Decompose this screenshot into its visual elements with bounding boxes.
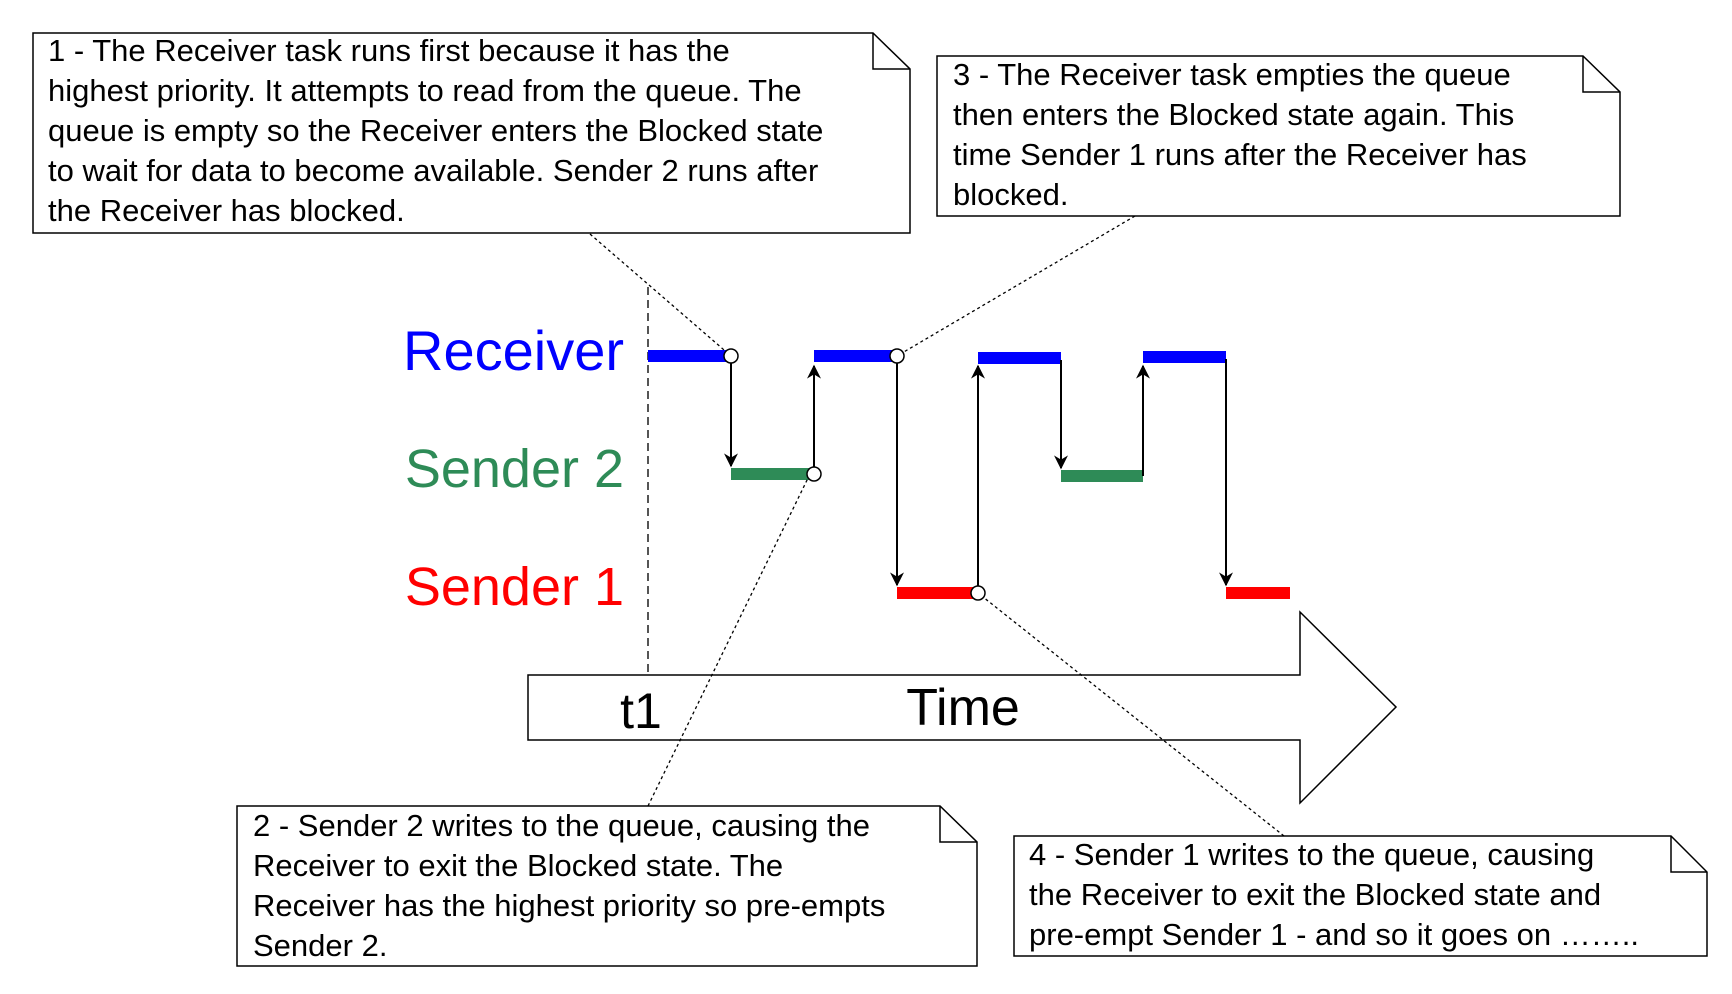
note-1-fold: [872, 33, 910, 70]
note-2-line: Receiver has the highest priority so pre…: [253, 888, 885, 923]
note-4-line: 4 - Sender 1 writes to the queue, causin…: [1029, 837, 1594, 872]
note-2-box: [236, 805, 978, 967]
note-3-line: 3 - The Receiver task empties the queue: [953, 57, 1511, 92]
event-marker: [723, 348, 739, 364]
note-1-line: highest priority. It attempts to read fr…: [48, 73, 802, 108]
note-4: 4 - Sender 1 writes to the queue, causin…: [1013, 835, 1708, 957]
note-3-fold: [1582, 56, 1620, 93]
svg-text:3 - The Receiver task empties: 3 - The Receiver task empties the queue …: [953, 57, 1535, 212]
note-3-line: time Sender 1 runs after the Receiver ha…: [953, 137, 1527, 172]
note-4-line: pre-empt Sender 1 - and so it goes on ………: [1029, 917, 1639, 952]
note-1-line: to wait for data to become available. Se…: [48, 153, 818, 188]
note-3-line: blocked.: [953, 177, 1068, 212]
svg-text:1 - The Receiver task runs fir: 1 - The Receiver task runs first because…: [48, 33, 832, 228]
note-2: 2 - Sender 2 writes to the queue, causin…: [236, 805, 978, 967]
note-2-leader: [647, 473, 811, 807]
note-2-fold: [939, 806, 977, 843]
note-3-leader: [896, 215, 1136, 357]
note-1-box: [32, 32, 911, 234]
note-2-line: Receiver to exit the Blocked state. The: [253, 848, 783, 883]
note-4-box: [1013, 835, 1708, 957]
svg-text:2 - Sender 2 writes to the que: 2 - Sender 2 writes to the queue, causin…: [253, 808, 894, 963]
time-marker-t1: t1: [620, 683, 662, 739]
note-3: 3 - The Receiver task empties the queue …: [936, 55, 1621, 217]
note-4-line: the Receiver to exit the Blocked state a…: [1029, 877, 1601, 912]
note-2-line: Sender 2.: [253, 928, 387, 963]
task-label-sender-1: Sender 1: [405, 557, 624, 617]
task-label-receiver: Receiver: [403, 319, 624, 382]
time-arrow: [527, 610, 1398, 805]
note-3-box: [936, 55, 1621, 217]
event-marker: [970, 585, 986, 601]
note-1-line: 1 - The Receiver task runs first because…: [48, 33, 730, 68]
time-axis-label: Time: [906, 679, 1020, 737]
svg-text:4 - Sender 1 writes to the que: 4 - Sender 1 writes to the queue, causin…: [1029, 837, 1639, 952]
note-1-line: queue is empty so the Receiver enters th…: [48, 113, 823, 148]
event-marker: [806, 466, 822, 482]
note-4-fold: [1670, 836, 1707, 873]
note-1: 1 - The Receiver task runs first because…: [32, 32, 911, 234]
task-label-sender-2: Sender 2: [405, 439, 624, 499]
note-1-line: the Receiver has blocked.: [48, 193, 405, 228]
note-1-leader: [589, 233, 732, 357]
note-4-leader: [977, 592, 1285, 837]
note-3-line: then enters the Blocked state again. Thi…: [953, 97, 1514, 132]
note-2-line: 2 - Sender 2 writes to the queue, causin…: [253, 808, 870, 843]
event-marker: [889, 348, 905, 364]
